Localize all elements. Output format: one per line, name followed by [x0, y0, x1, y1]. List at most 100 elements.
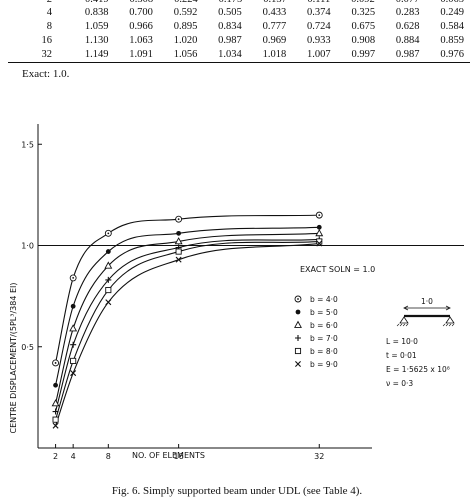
table-cell: 1.018: [262, 49, 287, 60]
marker-dot: [176, 230, 182, 236]
marker-plus: [52, 408, 59, 415]
marker-dot: [54, 362, 57, 364]
table-cell: 0.987: [218, 35, 242, 46]
marker-dot: [105, 249, 111, 254]
table-cell: 0.908: [351, 35, 376, 46]
marker-plus: [295, 335, 301, 341]
table-cell: 0.111: [293, 0, 336, 7]
table-cell: 0.308: [115, 0, 160, 7]
table-cell: 0.724: [307, 21, 331, 32]
data-point: [294, 320, 302, 328]
series-line: [55, 232, 320, 404]
table-cell: 0.325: [351, 7, 376, 18]
marker-square: [294, 347, 302, 355]
table-cell: 0.077: [381, 0, 426, 7]
data-point: [174, 237, 183, 245]
legend-entry: b = 9·0: [310, 360, 338, 369]
y-tick-label: 1·0: [21, 242, 34, 251]
legend-entry: b = 4·0: [310, 295, 338, 304]
table-cell: 0.966: [129, 21, 153, 32]
table-cell: 0.838: [84, 7, 109, 18]
marker-cross: [105, 299, 112, 306]
data-point: [175, 256, 182, 263]
table-cell: 0.137: [248, 0, 293, 7]
x-axis-label: NO. OF ELEMENTS: [132, 451, 205, 460]
data-point: [104, 229, 112, 237]
marker-triangle: [51, 399, 60, 407]
data-point: [316, 224, 322, 230]
results-table: 4 0.838 0.700 0.592 0.505 0.433 0.374 0.325 0.28…: [8, 6, 470, 62]
table-row: 32 1.149 1.091 1.056 1.034 1.018 1.007 0.997 0.9…: [8, 48, 470, 62]
marker-cross: [70, 370, 77, 377]
table-row: 8 1.059 0.966 0.895 0.834 0.777 0.724 0.675 0.62…: [8, 20, 470, 34]
table-cell: 0.987: [395, 49, 420, 60]
beam-parameter: E = 1·5625 x 10⁸: [386, 365, 450, 374]
legend-entry: b = 6·0: [310, 321, 338, 330]
data-point: [69, 324, 78, 332]
marker-dot: [72, 277, 75, 279]
series-line: [55, 226, 320, 386]
marker-dot: [53, 382, 58, 388]
beam-inset: 1·0 L = 10·0 t = 0·01 E = 1·5625 x 10⁸ ν = 0…: [386, 297, 455, 388]
x-tick-label: 4: [71, 452, 76, 461]
table-row: 20.4190.3080.2240.1750.1370.1110.0920.07…: [8, 0, 470, 7]
table-cell: 0.675: [351, 21, 376, 32]
table-partial: 20.4190.3080.2240.1750.1370.1110.0920.07…: [8, 0, 470, 7]
marker-dot: [70, 303, 76, 309]
marker-dot: [318, 214, 321, 217]
table-cell: 0.419: [70, 0, 115, 7]
table-cell: 0.976: [440, 49, 464, 60]
x-tick-label: 32: [314, 452, 324, 461]
table-cell-elements: 2: [8, 0, 70, 7]
table-cell: 0.249: [440, 7, 464, 18]
table-cell: 0.374: [307, 7, 331, 18]
data-point: [52, 359, 60, 367]
marker-dot: [107, 232, 110, 235]
beam-parameter: ν = 0·3: [386, 379, 413, 388]
table-cell: 0.884: [395, 35, 420, 46]
table-cell: 0.834: [218, 21, 242, 32]
beam-parameter: t = 0·01: [386, 351, 417, 360]
table-cell: 0.969: [262, 35, 287, 46]
x-tick-label: 2: [53, 452, 58, 461]
table-cell-elements: 16: [41, 35, 53, 46]
table-row: 4 0.838 0.700 0.592 0.505 0.433 0.374 0.325 0.28…: [8, 6, 470, 20]
data-point: [295, 309, 301, 315]
legend-entry: b = 5·0: [310, 308, 338, 317]
table-cell: 0.065: [425, 0, 470, 7]
data-point: [70, 341, 77, 348]
y-axis-label: CENTRE DISPLACEMENT/(5PL³/384 EI): [9, 283, 18, 434]
table-cell: 0.700: [129, 7, 153, 18]
marker-cross: [316, 240, 323, 247]
series-line: [55, 238, 320, 412]
data-point: [70, 303, 76, 309]
table-cell-elements: 8: [46, 21, 52, 32]
data-point: [51, 399, 60, 407]
data-point: [295, 361, 301, 367]
marker-cross: [175, 256, 182, 263]
marker-dot: [316, 224, 322, 230]
table-cell-elements: 4: [46, 7, 52, 18]
data-point: [52, 416, 59, 423]
chart-series: [55, 214, 320, 426]
beam-parameter: L = 10·0: [386, 337, 418, 346]
displacement-chart: 0·51·01·52 4 8 16 32 b = 4·0b = 5·0b = 6·0b …: [9, 124, 464, 461]
y-tick-label: 0·5: [21, 343, 34, 352]
table-cell: 1.091: [129, 49, 153, 60]
series-line: [55, 214, 320, 364]
marker-dot: [295, 309, 301, 315]
exact-solution-label: EXACT SOLN = 1.0: [300, 265, 375, 274]
data-point: [105, 249, 111, 254]
span-label: 1·0: [421, 297, 433, 306]
table-cell: 0.283: [395, 7, 420, 18]
marker-triangle: [294, 320, 302, 328]
table-cell: 0.175: [204, 0, 249, 7]
marker-dot: [297, 298, 299, 300]
support: [445, 316, 455, 324]
marker-square: [70, 357, 77, 364]
table-cell: 1.056: [173, 49, 198, 60]
table-cell: 1.149: [84, 49, 109, 60]
data-point: [315, 229, 324, 237]
series-line: [55, 240, 320, 420]
